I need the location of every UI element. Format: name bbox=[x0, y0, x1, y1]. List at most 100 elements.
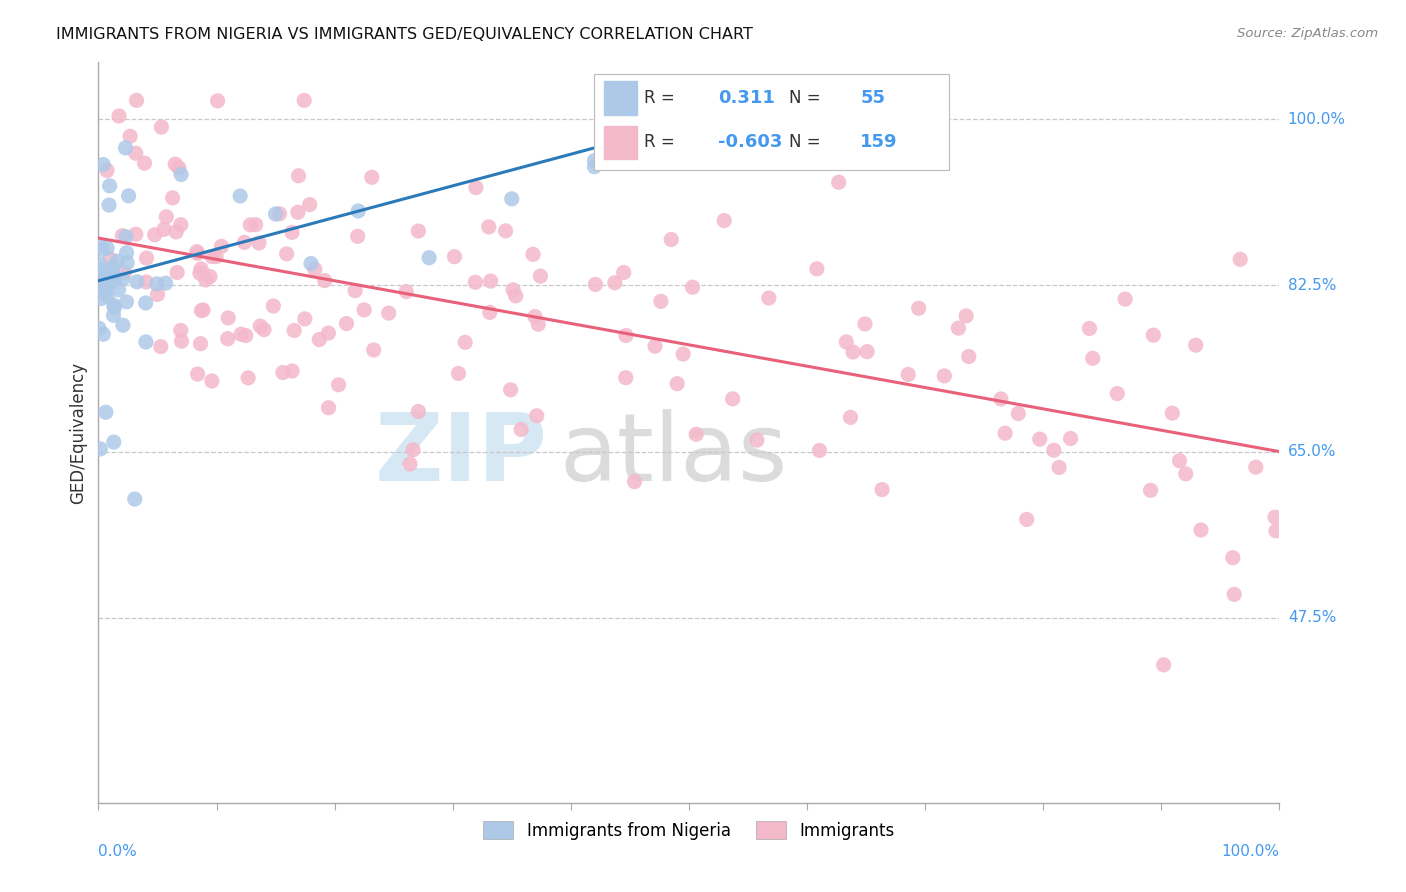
Point bbox=[314, 274, 336, 288]
Point bbox=[344, 284, 367, 298]
Point bbox=[287, 169, 309, 183]
Point bbox=[828, 175, 851, 189]
Point bbox=[1078, 321, 1101, 335]
Point bbox=[745, 433, 768, 447]
Point bbox=[249, 319, 271, 334]
Point bbox=[107, 283, 129, 297]
Point bbox=[650, 294, 672, 309]
Point bbox=[103, 301, 125, 315]
Point bbox=[418, 251, 440, 265]
Point bbox=[281, 364, 304, 378]
Point bbox=[96, 289, 118, 303]
Point bbox=[644, 339, 666, 353]
Point bbox=[124, 491, 146, 506]
Point bbox=[522, 247, 544, 261]
Point bbox=[294, 311, 316, 326]
Point bbox=[464, 180, 486, 194]
Point bbox=[91, 327, 114, 342]
Text: Source: ZipAtlas.com: Source: ZipAtlas.com bbox=[1237, 27, 1378, 40]
Point bbox=[264, 207, 287, 221]
Point bbox=[211, 239, 233, 253]
Point bbox=[153, 222, 176, 236]
Point bbox=[146, 277, 169, 291]
Point bbox=[100, 252, 122, 266]
Text: 82.5%: 82.5% bbox=[1288, 278, 1336, 293]
Point bbox=[239, 218, 262, 232]
Point bbox=[283, 324, 305, 338]
Point bbox=[276, 247, 298, 261]
Point bbox=[318, 401, 340, 415]
Point bbox=[93, 277, 115, 292]
Point bbox=[115, 229, 138, 244]
Point bbox=[135, 296, 157, 310]
Point bbox=[501, 192, 523, 206]
Point bbox=[478, 219, 501, 234]
Point bbox=[98, 275, 121, 289]
Point bbox=[165, 225, 187, 239]
Point bbox=[1174, 467, 1197, 481]
Point bbox=[990, 392, 1012, 406]
Point bbox=[1153, 657, 1175, 672]
Point bbox=[134, 156, 156, 170]
Point bbox=[499, 383, 522, 397]
Point bbox=[103, 309, 125, 323]
Point bbox=[510, 422, 533, 436]
Point bbox=[247, 235, 270, 250]
Point bbox=[190, 336, 212, 351]
Point bbox=[125, 227, 148, 242]
Point bbox=[98, 198, 121, 212]
Point bbox=[98, 178, 121, 193]
Point bbox=[298, 197, 321, 211]
Point bbox=[103, 435, 125, 450]
Point bbox=[583, 153, 606, 168]
Text: 100.0%: 100.0% bbox=[1288, 112, 1346, 127]
Point bbox=[1059, 432, 1081, 446]
Point bbox=[269, 207, 291, 221]
Point bbox=[721, 133, 744, 147]
Point bbox=[104, 271, 127, 285]
Point bbox=[614, 328, 637, 343]
Point bbox=[135, 275, 157, 289]
Point bbox=[108, 109, 131, 123]
Point bbox=[1114, 292, 1136, 306]
Point bbox=[94, 405, 117, 419]
Point bbox=[287, 205, 309, 219]
Point bbox=[603, 276, 626, 290]
Text: 0.0%: 0.0% bbox=[98, 845, 138, 860]
Point bbox=[96, 163, 118, 178]
Point bbox=[897, 368, 920, 382]
Point bbox=[111, 318, 134, 333]
Point bbox=[1168, 454, 1191, 468]
Point bbox=[105, 254, 128, 268]
Point bbox=[170, 323, 193, 337]
Point bbox=[101, 265, 124, 279]
Point bbox=[190, 303, 212, 318]
Point bbox=[253, 322, 276, 336]
Point bbox=[292, 94, 315, 108]
Point bbox=[166, 265, 188, 279]
Point bbox=[583, 277, 606, 292]
Point bbox=[104, 269, 127, 284]
Point bbox=[155, 210, 177, 224]
Point bbox=[188, 266, 211, 280]
Point bbox=[502, 283, 524, 297]
Point bbox=[125, 94, 148, 108]
Point bbox=[408, 224, 430, 238]
Point bbox=[835, 334, 858, 349]
Point bbox=[135, 334, 157, 349]
FancyBboxPatch shape bbox=[595, 73, 949, 169]
Point bbox=[1229, 252, 1251, 267]
Point bbox=[146, 287, 169, 301]
Point bbox=[281, 226, 304, 240]
Point bbox=[94, 286, 117, 301]
Point bbox=[201, 374, 224, 388]
Text: N =: N = bbox=[789, 134, 821, 152]
Text: -0.603: -0.603 bbox=[718, 134, 783, 152]
Point bbox=[806, 261, 828, 276]
Point bbox=[308, 333, 330, 347]
Point bbox=[91, 243, 114, 257]
Point bbox=[235, 328, 257, 343]
Point bbox=[666, 376, 689, 391]
Text: 159: 159 bbox=[860, 134, 897, 152]
Point bbox=[229, 327, 252, 342]
